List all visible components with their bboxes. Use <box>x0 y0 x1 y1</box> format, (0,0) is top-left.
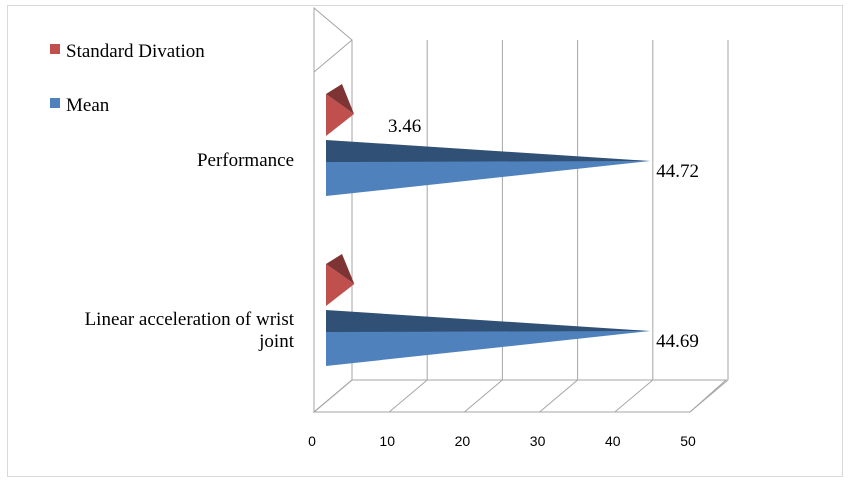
floor-gridline <box>313 379 353 413</box>
wall-top-edge <box>313 39 353 73</box>
bar-sd-performance <box>326 94 355 136</box>
bar-mean-top-linear-acceleration-of-wrist-joint <box>326 310 651 334</box>
floor-gridline <box>539 379 578 413</box>
x-tick-label: 20 <box>455 433 471 449</box>
bar-sd-linear-acceleration-of-wrist-joint <box>326 264 355 306</box>
bar-mean-linear-acceleration-of-wrist-joint <box>326 331 651 366</box>
x-tick-label: 10 <box>379 433 395 449</box>
legend-swatch-standard-divation <box>50 44 60 54</box>
bar-mean-top-performance <box>326 140 651 164</box>
legend-label-standard-divation: Standard Divation <box>66 41 205 62</box>
data-label-mean-performance: 44.72 <box>656 161 699 182</box>
chart-frame <box>7 5 843 477</box>
bars <box>326 84 651 366</box>
category-label-linear-acceleration-of-wrist-joint: joint <box>258 331 295 352</box>
x-tick-label: 50 <box>680 433 696 449</box>
category-label-linear-acceleration-of-wrist-joint: Linear acceleration of wrist <box>85 309 295 330</box>
bar-mean-performance <box>326 161 651 196</box>
legend-label-mean: Mean <box>66 95 110 116</box>
category-labels: Performance Linear acceleration of wristj… <box>85 150 295 352</box>
data-label-mean-linear-acceleration-of-wrist-joint: 44.69 <box>656 331 699 352</box>
floor <box>312 379 728 413</box>
floor-gridline <box>689 379 729 413</box>
floor-gridline <box>464 379 503 413</box>
floor-gridline <box>388 379 428 413</box>
legend: Standard Divation Mean <box>50 41 205 116</box>
category-label-performance: Performance <box>197 150 294 171</box>
data-label-sd-performance: 3.46 <box>388 116 421 137</box>
x-axis-ticks: 0 10 20 30 40 50 <box>308 433 696 449</box>
legend-swatch-mean <box>50 98 60 108</box>
bar-sd-top-performance <box>326 84 355 114</box>
x-tick-label: 40 <box>605 433 621 449</box>
x-tick-label: 30 <box>530 433 546 449</box>
x-tick-label: 0 <box>308 433 316 449</box>
floor-gridline <box>614 379 654 413</box>
data-labels: 44.72 3.46 44.69 <box>388 116 699 352</box>
bar-sd-top-linear-acceleration-of-wrist-joint <box>326 254 355 284</box>
